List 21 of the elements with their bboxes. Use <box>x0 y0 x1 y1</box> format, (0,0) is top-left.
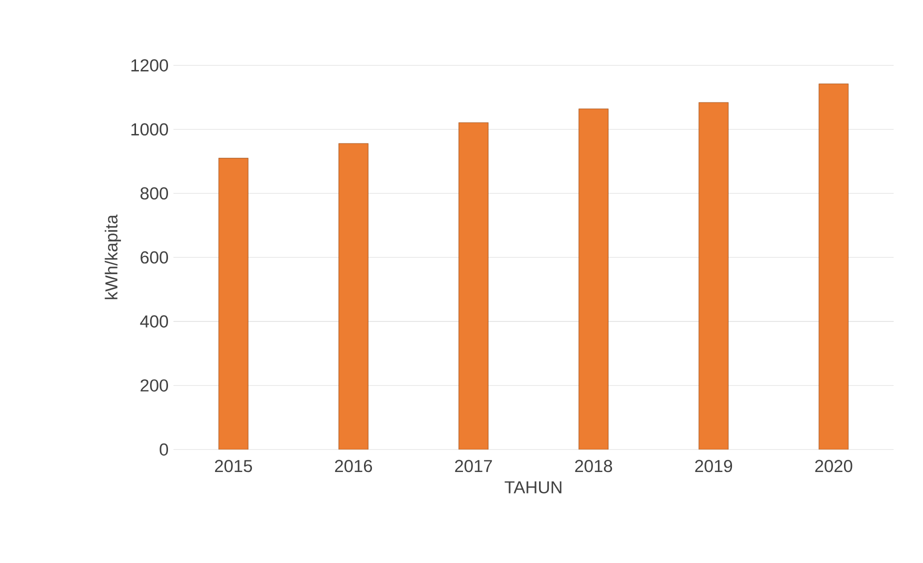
y-tick-label: 1000 <box>131 123 168 136</box>
y-tick-label: 1200 <box>131 59 168 72</box>
bar <box>458 122 488 450</box>
bar <box>218 158 248 450</box>
x-tick-label: 2017 <box>455 460 492 472</box>
bar <box>578 108 608 450</box>
bar <box>818 84 849 450</box>
y-tick-label: 200 <box>140 379 168 392</box>
y-tick-label: 0 <box>160 443 168 456</box>
y-tick-label: 400 <box>140 315 168 328</box>
x-tick-label: 2016 <box>335 460 372 472</box>
y-axis-title: kWh/kapita <box>104 214 121 300</box>
x-tick-label: 2015 <box>215 460 252 472</box>
x-tick-label: 2020 <box>815 460 852 472</box>
bar <box>698 102 729 450</box>
x-tick-label: 2019 <box>695 460 732 472</box>
y-tick-label: 800 <box>140 187 168 200</box>
x-tick-label: 2018 <box>575 460 612 472</box>
y-tick-label: 600 <box>140 251 168 264</box>
x-axis-title: TAHUN <box>504 481 562 494</box>
bar <box>338 143 368 450</box>
